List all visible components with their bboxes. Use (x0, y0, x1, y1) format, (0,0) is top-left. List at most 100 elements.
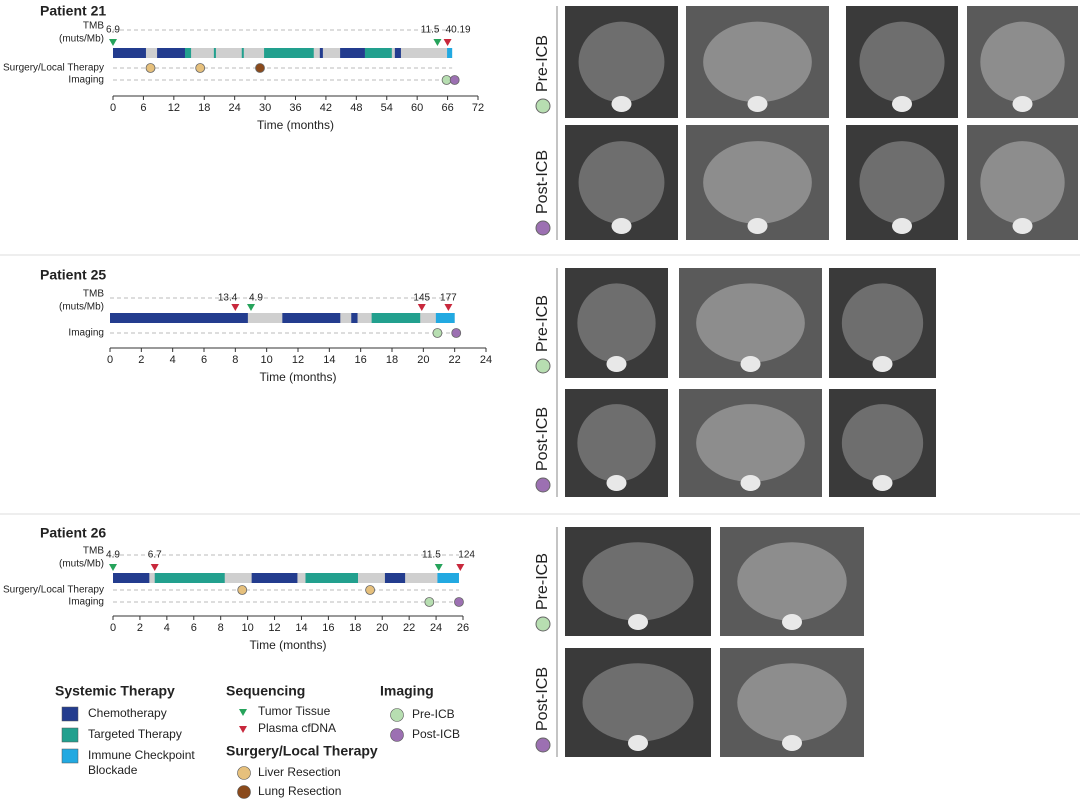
ct-image-detail (628, 614, 648, 630)
therapy-segment (394, 48, 401, 58)
legend-label: Tumor Tissue (258, 704, 331, 718)
ct-image-detail (782, 735, 802, 751)
tmb-value: 6.9 (106, 25, 120, 36)
legend-swatch (237, 766, 251, 780)
event-marker (451, 328, 462, 338)
ct-image-detail (606, 356, 627, 372)
x-axis-label: Time (months) (250, 638, 327, 652)
x-tick-label: 6 (140, 102, 146, 114)
legend-label: Pre-ICB (412, 707, 455, 721)
legend-title: Surgery/Local Therapy (226, 743, 378, 759)
image-label: Post-ICB (534, 407, 551, 471)
bar-background (110, 313, 455, 323)
image-label-dot (535, 98, 551, 114)
x-tick-label: 14 (295, 622, 307, 634)
therapy-segment (351, 313, 358, 323)
tmb-value: 11.5 (421, 25, 440, 36)
therapy-segment (157, 48, 185, 58)
row-label: TMB (83, 21, 104, 32)
tmb-value: 6.7 (148, 550, 162, 561)
ct-image-detail (872, 475, 893, 491)
x-tick-label: 0 (110, 102, 116, 114)
row-label: Surgery/Local Therapy (3, 63, 104, 74)
event-marker (145, 63, 156, 73)
ct-image-detail (859, 21, 945, 103)
therapy-segment (319, 48, 323, 58)
ct-image-detail (606, 475, 627, 491)
image-label-dot (535, 616, 551, 632)
x-tick-label: 24 (430, 622, 442, 634)
panel-title: Patient 21 (40, 3, 106, 19)
legend-swatch (390, 728, 404, 742)
x-tick-label: 10 (261, 354, 273, 366)
ct-image-detail (859, 141, 945, 224)
sequencing-marker (247, 304, 255, 311)
therapy-segment (371, 313, 421, 323)
sequencing-marker (150, 564, 159, 571)
x-tick-label: 12 (168, 102, 180, 114)
therapy-segment (184, 48, 192, 58)
ct-image-detail (577, 283, 656, 363)
x-tick-label: 0 (107, 354, 113, 366)
therapy-segment (251, 573, 298, 583)
event-marker (365, 585, 376, 595)
legend-swatch (237, 785, 251, 799)
sequencing-marker (109, 39, 117, 46)
event-marker (424, 597, 435, 607)
x-tick-label: 66 (441, 102, 453, 114)
ct-image-detail (737, 663, 847, 742)
ct-image-detail (611, 218, 632, 234)
image-label-dot (535, 477, 551, 493)
x-axis-label: Time (months) (260, 370, 337, 384)
legend-swatch (239, 726, 247, 733)
ct-image-detail (1012, 218, 1033, 234)
legend-title: Systemic Therapy (55, 683, 175, 699)
image-label: Post-ICB (534, 667, 551, 731)
tmb-value: 4.9 (106, 550, 120, 561)
therapy-segment (154, 573, 225, 583)
ct-image-detail (582, 663, 694, 742)
ct-image-detail (872, 356, 893, 372)
therapy-segment (241, 48, 244, 58)
x-axis-label: Time (months) (257, 118, 334, 132)
therapy-segment (264, 48, 314, 58)
ct-image-detail (628, 735, 648, 751)
ct-image-detail (841, 404, 924, 482)
x-tick-label: 8 (218, 622, 224, 634)
event-marker (454, 597, 464, 607)
legend-label: Lung Resection (258, 784, 341, 798)
sequencing-marker (109, 564, 117, 571)
event-marker (441, 75, 452, 85)
ct-image-detail (980, 21, 1065, 103)
x-tick-label: 24 (480, 354, 492, 366)
ct-image-detail (892, 96, 912, 112)
therapy-segment (340, 48, 365, 58)
ct-image-detail (782, 614, 802, 630)
legend-label: Liver Resection (258, 765, 341, 779)
x-tick-label: 54 (381, 102, 393, 114)
x-tick-label: 20 (417, 354, 429, 366)
row-label: Imaging (68, 75, 104, 86)
legend-swatch (390, 708, 404, 722)
x-tick-label: 12 (268, 622, 280, 634)
event-marker (195, 63, 206, 73)
therapy-segment (113, 573, 150, 583)
panel-title: Patient 25 (40, 267, 106, 283)
x-tick-label: 72 (472, 102, 484, 114)
row-label: Surgery/Local Therapy (3, 585, 104, 596)
therapy-segment (113, 48, 146, 58)
x-tick-label: 16 (322, 622, 334, 634)
ct-image-detail (578, 21, 665, 103)
x-tick-label: 18 (349, 622, 361, 634)
event-marker (432, 328, 443, 338)
x-tick-label: 2 (138, 354, 144, 366)
ct-image-detail (577, 404, 656, 482)
image-label: Pre-ICB (534, 553, 551, 610)
row-label: Imaging (68, 328, 104, 339)
panel-title: Patient 26 (40, 525, 106, 541)
event-marker (237, 585, 248, 595)
therapy-segment (384, 573, 406, 583)
tmb-value: 11.5 (422, 550, 441, 561)
ct-image-detail (696, 283, 805, 363)
x-tick-label: 14 (323, 354, 335, 366)
